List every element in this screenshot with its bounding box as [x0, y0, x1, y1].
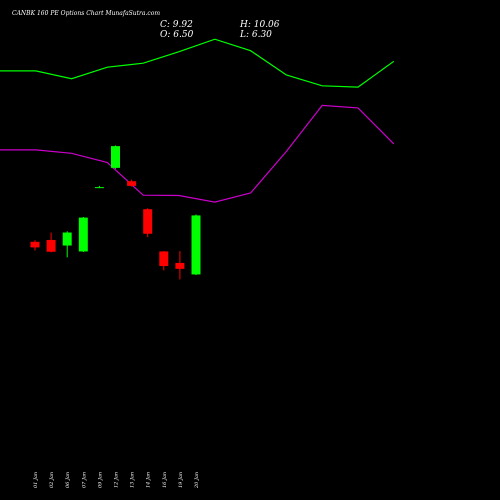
low-value: L: 6.30: [239, 30, 272, 40]
candle: [62, 231, 72, 258]
x-tick-label: 09 Jan: [97, 472, 103, 488]
candle-body: [191, 215, 201, 275]
candle: [78, 216, 88, 253]
x-tick-label: 13 Jan: [130, 472, 136, 488]
candle-body: [78, 217, 88, 252]
candle: [46, 232, 56, 253]
candle-body: [111, 146, 120, 168]
x-tick-label: 02 Jan: [49, 472, 55, 488]
high-value: H: 10.06: [239, 20, 280, 30]
close-value: C: 9.92: [160, 20, 193, 30]
upper-band-line: [0, 38, 395, 88]
x-axis-labels: 01 Jan 02 Jan 06 Jan 07 Jan 09 Jan 12 Jan 13 J…: [33, 472, 200, 489]
bands-layer: [0, 38, 395, 203]
candle-body: [46, 239, 56, 252]
candle-body: [175, 262, 185, 269]
x-tick-label: 19 Jan: [178, 472, 184, 488]
candle-body: [30, 241, 40, 248]
x-tick-label: 07 Jan: [81, 472, 87, 488]
x-tick-label: 06 Jan: [65, 472, 71, 488]
candle: [175, 251, 185, 280]
open-value: O: 6.50: [160, 30, 194, 40]
x-tick-label: 01 Jan: [33, 472, 39, 488]
candles-layer: [30, 145, 201, 280]
candle-body: [143, 209, 153, 234]
candle: [159, 251, 169, 271]
candle-body: [94, 187, 104, 189]
candle: [94, 185, 104, 189]
x-tick-label: 16 Jan: [162, 472, 168, 488]
candle-body: [127, 181, 137, 186]
candle: [127, 179, 137, 187]
x-tick-label: 14 Jan: [146, 472, 152, 488]
candle-body: [159, 251, 169, 267]
x-tick-label: 12 Jan: [114, 472, 120, 488]
candle-body: [62, 232, 72, 246]
candle: [30, 240, 40, 251]
candle: [111, 145, 120, 169]
chart-title: CANBK 160 PE Options Chart MunafaSutra.c…: [12, 10, 160, 17]
lower-band-line: [0, 104, 395, 203]
candle: [191, 214, 201, 276]
candle: [143, 208, 153, 238]
x-tick-label: 20 Jan: [194, 472, 200, 489]
